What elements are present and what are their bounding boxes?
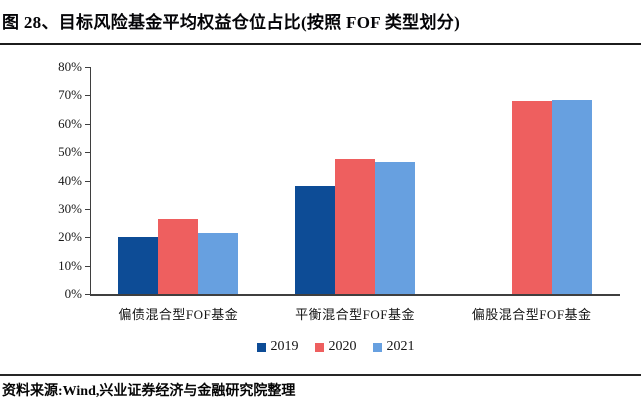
y-tick-mark [85, 123, 90, 125]
legend-swatch-2021 [372, 342, 382, 352]
legend-swatch-2020 [314, 342, 324, 352]
bar-2020-group1 [158, 218, 199, 294]
y-tick-mark [85, 95, 90, 97]
figure-title: 图 28、目标风险基金平均权益仓位占比(按照 FOF 类型划分) [2, 13, 461, 32]
legend-item-2019: 2019 [256, 339, 299, 355]
y-tick-label: 80% [58, 59, 82, 74]
y-tick-mark [85, 208, 90, 210]
y-tick-label: 0% [64, 286, 82, 301]
bar-2021-group3 [551, 99, 592, 294]
x-category-label: 平衡混合型FOF基金 [295, 307, 415, 322]
y-axis-line [90, 67, 91, 296]
bar-2020-group3 [511, 101, 552, 294]
source-note: 资料来源:Wind,兴业证券经济与金融研究院整理 [2, 384, 296, 399]
bar-2021-group1 [198, 233, 239, 294]
y-tick-mark [85, 67, 90, 68]
legend-label: 2021 [386, 339, 415, 354]
y-tick-label: 30% [58, 200, 82, 216]
legend-label: 2019 [270, 339, 299, 354]
legend-item-2021: 2021 [372, 339, 415, 355]
y-tick-label: 10% [58, 257, 82, 273]
y-tick-mark [85, 265, 90, 267]
y-tick-mark [85, 237, 90, 239]
chart-legend: 2019 2020 2021 [0, 339, 641, 355]
y-tick-mark [85, 294, 90, 295]
y-tick-label: 50% [58, 144, 82, 160]
y-tick-label: 70% [58, 87, 82, 103]
y-tick-label: 40% [58, 172, 82, 188]
bar-2021-group2 [375, 162, 415, 294]
bar-2019-group1 [118, 237, 159, 295]
legend-label: 2020 [328, 339, 357, 354]
y-tick-mark [85, 152, 90, 154]
y-tick-label: 20% [58, 229, 82, 245]
x-category-label: 偏股混合型FOF基金 [471, 307, 592, 322]
y-tick-mark [85, 180, 90, 182]
title-divider [0, 43, 641, 45]
x-axis-line [90, 294, 620, 296]
legend-swatch-2019 [256, 342, 266, 352]
legend-item-2020: 2020 [314, 339, 357, 355]
y-tick-label: 60% [58, 115, 82, 131]
footer-divider [0, 374, 641, 376]
bar-2019-group2 [295, 186, 335, 294]
bar-2020-group2 [335, 159, 375, 294]
x-category-label: 偏债混合型FOF基金 [118, 307, 239, 322]
